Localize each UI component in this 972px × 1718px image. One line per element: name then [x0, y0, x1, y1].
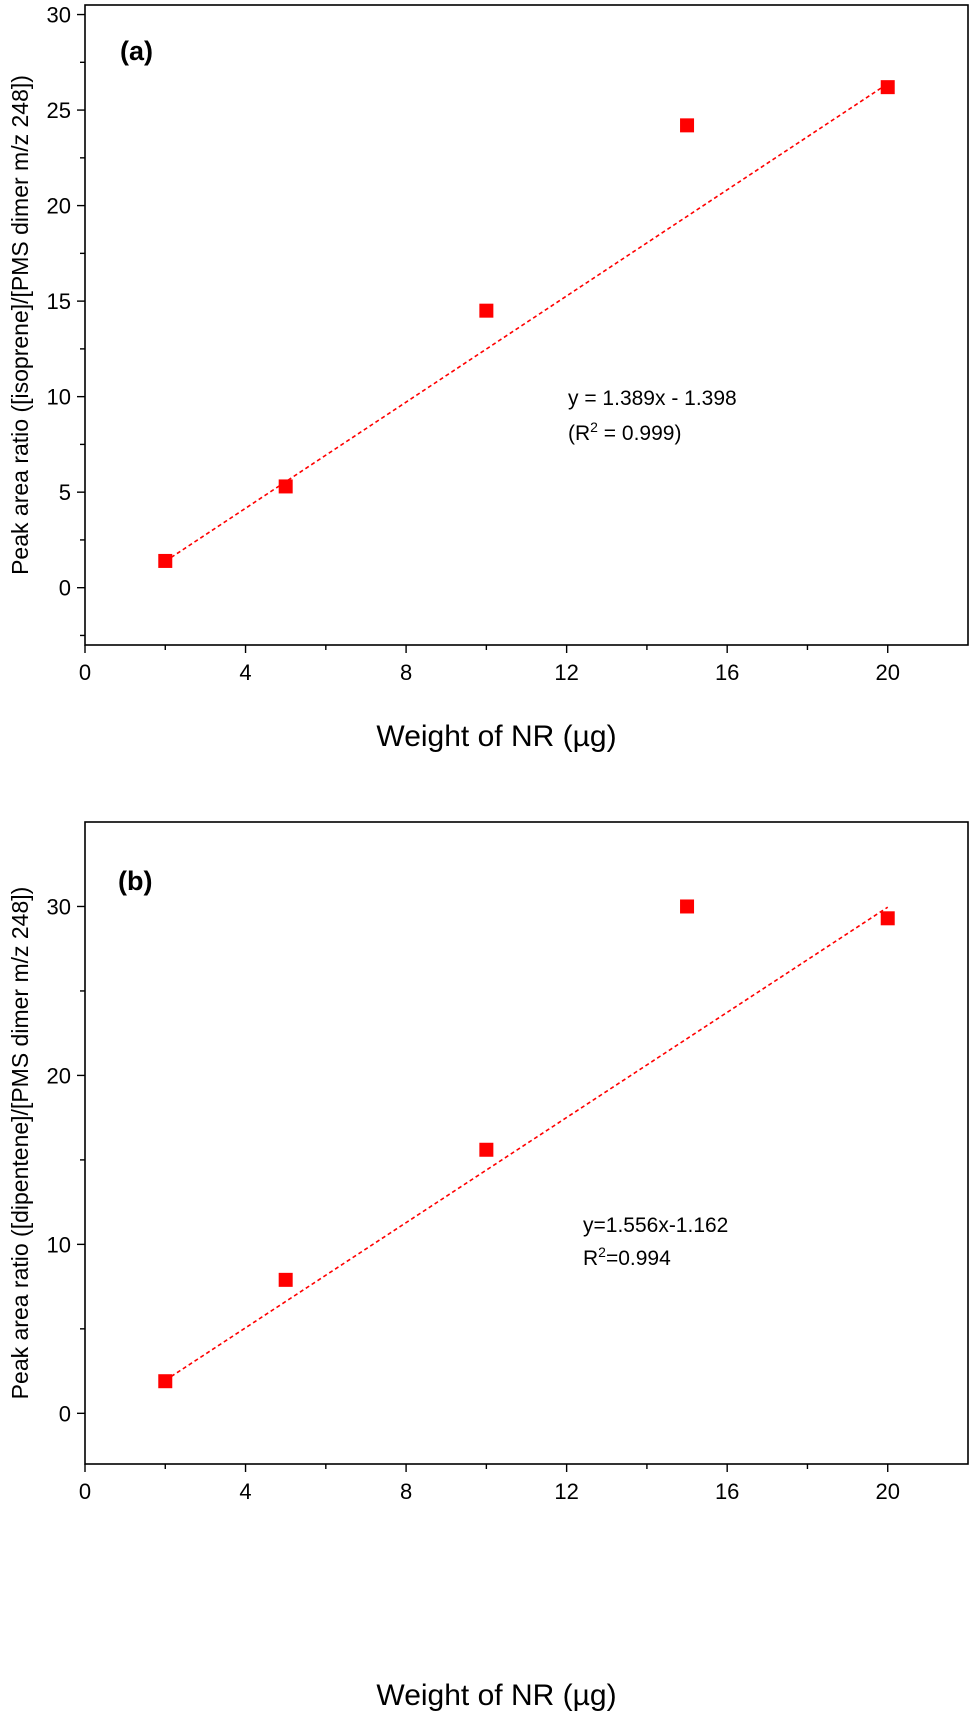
fit-equation: y=1.556x-1.162 — [583, 1214, 728, 1237]
x-tick-label: 12 — [554, 660, 578, 685]
data-point — [278, 1272, 293, 1287]
data-point — [880, 80, 895, 95]
r-squared-prefix: (R — [568, 422, 590, 445]
plot-frame — [84, 821, 969, 1465]
x-axis-title: Weight of NR (µg) — [376, 720, 616, 753]
fit-line — [164, 83, 889, 562]
data-point — [479, 303, 494, 318]
y-tick-label: 20 — [47, 194, 71, 219]
x-tick-label: 20 — [875, 660, 899, 685]
y-tick-label: 15 — [47, 289, 71, 314]
fit-line-group — [164, 906, 889, 1382]
x-tick-label: 16 — [715, 660, 739, 685]
data-point — [158, 1374, 173, 1389]
chart-panel-a: 0 4 8 12 16 20 0 5 10 15 20 25 30 (a) y = 1.389x - 1… — [7, 3, 969, 753]
x-tick-label: 4 — [239, 1479, 251, 1504]
r-squared-superscript: 2 — [590, 419, 598, 435]
x-tick-label: 4 — [239, 660, 251, 685]
tick-group: 0 4 8 12 16 20 0 10 20 30 — [47, 894, 900, 1504]
data-point — [680, 118, 695, 133]
y-axis-title: Peak area ratio ([dipentene]/[PMS dimer … — [7, 887, 33, 1400]
y-axis-title: Peak area ratio ([isoprene]/[PMS dimer m… — [7, 75, 33, 575]
x-tick-label: 20 — [875, 1479, 899, 1504]
r-squared-value: = 0.999) — [598, 422, 681, 445]
fit-line — [164, 906, 889, 1382]
chart-panel-b: 0 4 8 12 16 20 0 10 20 30 (b) y=1.556x-1.162 R2=0… — [7, 821, 969, 1712]
y-tick-label: 10 — [47, 385, 71, 410]
r-squared-prefix: R — [583, 1247, 598, 1270]
data-point — [680, 899, 695, 914]
x-tick-label: 12 — [554, 1479, 578, 1504]
marker-group — [158, 899, 895, 1389]
y-tick-label: 0 — [59, 1401, 71, 1426]
data-point — [479, 1142, 494, 1157]
x-tick-label: 8 — [400, 660, 412, 685]
r-squared-value: =0.994 — [606, 1247, 671, 1270]
r-squared-label: (R2 = 0.999) — [568, 419, 681, 445]
panel-label: (b) — [118, 866, 152, 896]
y-tick-label: 5 — [59, 480, 71, 505]
panel-label: (a) — [120, 36, 153, 66]
x-tick-label: 16 — [715, 1479, 739, 1504]
y-tick-label: 20 — [47, 1063, 71, 1088]
y-tick-label: 10 — [47, 1232, 71, 1257]
data-point — [880, 911, 895, 926]
x-axis-title: Weight of NR (µg) — [376, 1679, 616, 1712]
plot-frame — [84, 4, 969, 646]
y-tick-label: 30 — [47, 3, 71, 28]
r-squared-superscript: 2 — [598, 1244, 606, 1260]
fit-equation: y = 1.389x - 1.398 — [568, 387, 737, 410]
y-tick-label: 25 — [47, 98, 71, 123]
marker-group — [158, 80, 895, 568]
r-squared-label: R2=0.994 — [583, 1244, 671, 1270]
tick-group: 0 4 8 12 16 20 0 5 10 15 20 25 30 — [47, 3, 900, 685]
y-tick-label: 30 — [47, 894, 71, 919]
x-tick-label: 8 — [400, 1479, 412, 1504]
fit-line-group — [164, 83, 889, 562]
x-tick-label: 0 — [79, 1479, 91, 1504]
y-tick-label: 0 — [59, 576, 71, 601]
data-point — [158, 553, 173, 568]
x-tick-label: 0 — [79, 660, 91, 685]
data-point — [278, 479, 293, 494]
